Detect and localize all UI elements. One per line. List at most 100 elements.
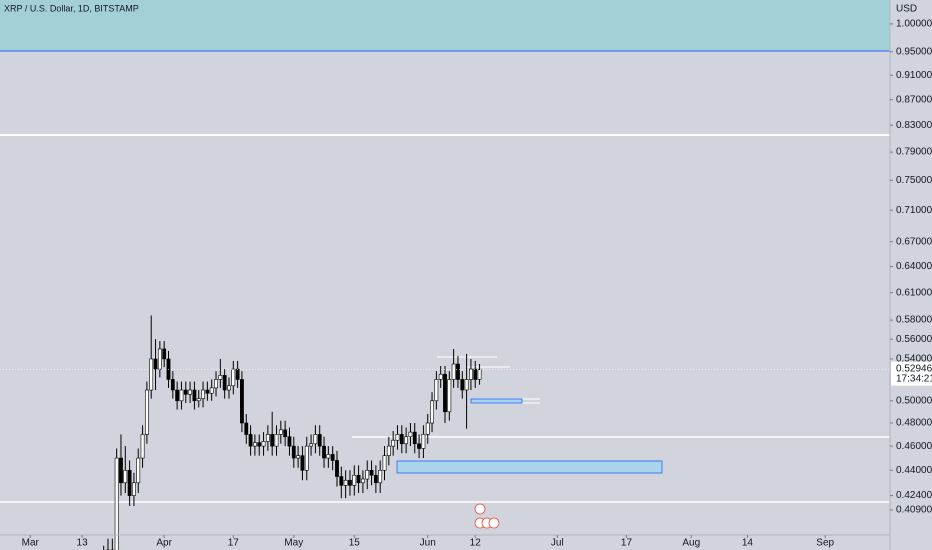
candle-body (365, 469, 370, 480)
y-tick-label: 0.61000 (896, 287, 932, 298)
candle-body (373, 474, 378, 484)
y-tick-label: 0.54000 (896, 354, 932, 365)
candle-body (253, 442, 257, 447)
candle-body (183, 389, 188, 395)
y-tick-label: 0.44000 (896, 465, 932, 476)
candle-body (140, 434, 145, 459)
candle-body (408, 431, 413, 438)
candle-body (209, 387, 214, 394)
candle-body (464, 379, 469, 391)
x-tick-label: 15 (349, 538, 361, 549)
candle-body (136, 457, 141, 484)
candle-body (123, 469, 128, 484)
y-tick-label: 0.75000 (896, 175, 932, 186)
candle-body (132, 482, 136, 496)
y-tick-label: 0.42400 (896, 490, 932, 501)
candle-body (270, 434, 275, 447)
candle-body (421, 434, 426, 449)
candle-body (218, 375, 223, 380)
candle-body (287, 436, 292, 447)
y-tick-label: 0.40900 (896, 505, 932, 516)
currency-label: USD (896, 4, 917, 15)
candle-body (391, 439, 396, 447)
candle-body (175, 389, 180, 402)
countdown-label: 17:34:21 (896, 373, 932, 384)
candle-body (404, 436, 409, 445)
candle-body (382, 455, 387, 471)
candle-body (313, 434, 318, 445)
candle-body (196, 398, 201, 402)
candle-body (157, 348, 162, 370)
candle-body (330, 454, 335, 461)
candle-body (395, 434, 400, 441)
zone-band (0, 0, 890, 51)
y-tick-label: 1.00000 (896, 19, 932, 30)
candle-body (335, 460, 339, 477)
candle-body (222, 375, 227, 391)
candle-body (244, 422, 249, 435)
candle-body (412, 431, 417, 445)
candle-body (300, 455, 305, 471)
candle-body (309, 443, 313, 447)
demand-zone (470, 398, 523, 404)
candle-body (417, 443, 421, 449)
y-tick-label: 0.83000 (896, 120, 932, 131)
candle-body (348, 479, 352, 486)
event-icon[interactable] (488, 517, 500, 529)
candles (103, 315, 482, 550)
candle-body (425, 422, 430, 435)
plot-background (0, 0, 890, 535)
candle-body (322, 445, 326, 459)
candle-body (317, 434, 322, 447)
candle-body (240, 379, 244, 424)
candle-body (369, 469, 374, 476)
candle-body (248, 434, 253, 447)
y-tick-label: 0.91000 (896, 70, 932, 81)
x-tick-label: Sep (816, 538, 834, 549)
candle-body (265, 434, 270, 442)
candle-body (114, 457, 119, 550)
candle-body (477, 369, 482, 380)
x-tick-label: 17 (621, 538, 633, 549)
candle-body (378, 469, 383, 484)
candle-body (352, 474, 357, 486)
candle-body (430, 400, 434, 424)
y-tick-label: 0.71000 (896, 205, 932, 216)
candle-body (469, 368, 473, 380)
x-tick-label: May (284, 538, 303, 549)
candle-body (274, 434, 279, 447)
candle-body (127, 469, 132, 496)
candle-body (119, 457, 123, 484)
x-tick-label: Apr (156, 538, 172, 549)
candle-body (304, 445, 309, 471)
x-tick-label: Jul (551, 538, 564, 549)
y-tick-label: 0.58000 (896, 315, 932, 326)
candle-body (326, 454, 331, 459)
candle-body (473, 368, 478, 380)
candle-body (460, 379, 465, 391)
candle-body (343, 479, 348, 486)
candle-body (192, 389, 197, 402)
y-tick-label: 0.64000 (896, 261, 932, 272)
x-tick-label: 17 (228, 538, 240, 549)
candle-body (339, 476, 344, 486)
x-tick-label: 14 (742, 538, 754, 549)
candle-body (179, 389, 184, 402)
y-tick-label: 0.79000 (896, 147, 932, 158)
candle-body (283, 429, 288, 438)
x-tick-label: Mar (22, 538, 40, 549)
candle-body (162, 348, 167, 360)
candle-body (170, 379, 175, 391)
candle-body (438, 373, 443, 380)
x-tick-label: 13 (77, 538, 89, 549)
candle-body (447, 379, 452, 413)
candle-body (231, 368, 236, 387)
candle-body (188, 389, 192, 395)
candle-body (144, 389, 149, 435)
event-icon[interactable] (474, 503, 486, 515)
y-tick-label: 0.95000 (896, 46, 932, 57)
last-price-box (891, 361, 932, 386)
y-tick-label: 0.46000 (896, 441, 932, 452)
